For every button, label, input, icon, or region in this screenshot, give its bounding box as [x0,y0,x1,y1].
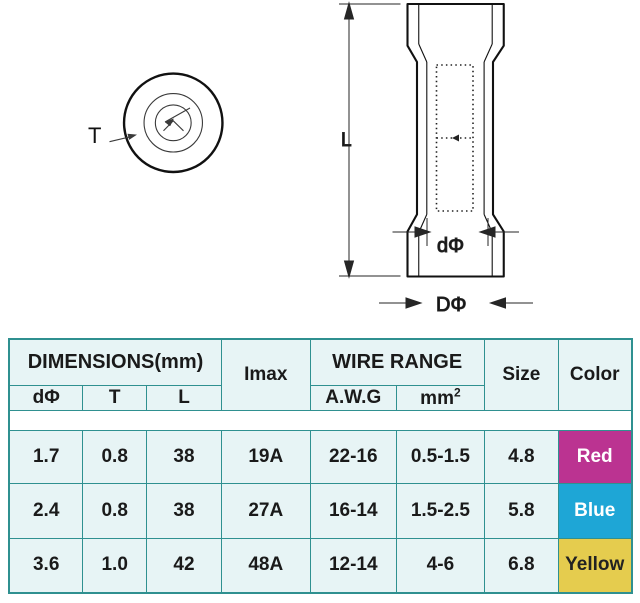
svg-text:L: L [341,130,352,151]
svg-text:T: T [88,123,101,148]
svg-text:dΦ: dΦ [437,235,464,257]
svg-text:DΦ: DΦ [436,294,466,316]
